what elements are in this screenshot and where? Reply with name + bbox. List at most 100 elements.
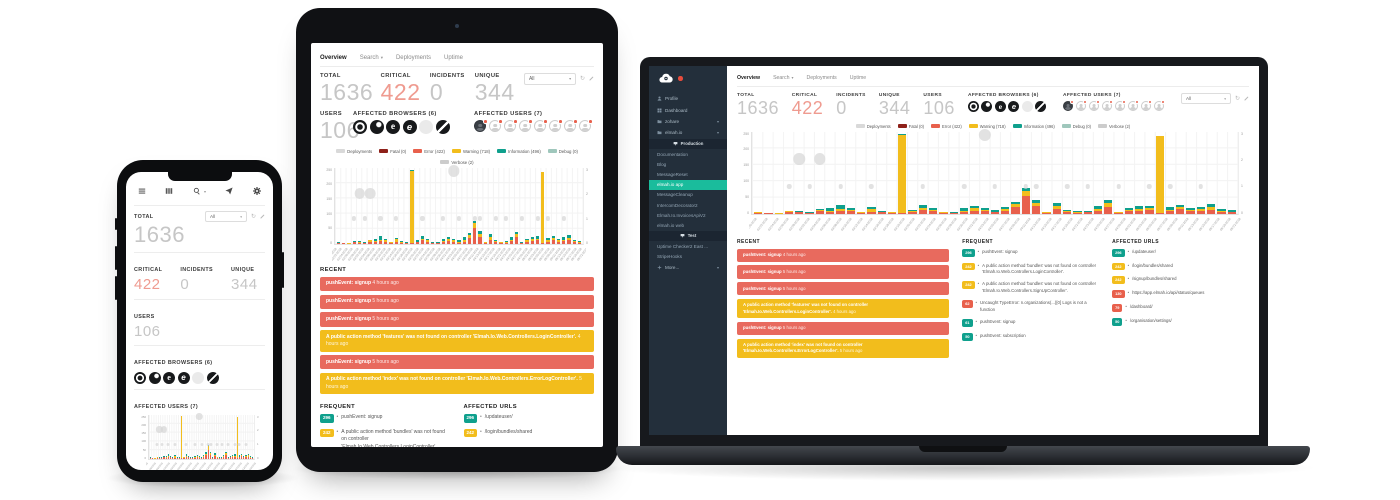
affected-user-avatar[interactable] bbox=[549, 118, 563, 133]
recent-log-item[interactable]: pushEvent: signup 5 hours ago bbox=[737, 321, 950, 335]
affected-user-avatar[interactable] bbox=[1153, 99, 1166, 111]
legend-item-warning-718[interactable]: Warning (718) bbox=[968, 124, 1006, 129]
ie-browser-icon[interactable] bbox=[994, 101, 1006, 112]
sidebar-item-uptime-checker2-east[interactable]: Uptime Checker2 East ... bbox=[649, 241, 727, 251]
recent-log-item[interactable]: A public action method 'index' was not f… bbox=[320, 372, 594, 395]
safari-browser-icon[interactable] bbox=[1021, 101, 1033, 112]
sidebar-item-profile[interactable]: Profile bbox=[649, 93, 727, 104]
tab-uptime[interactable]: Uptime bbox=[849, 75, 867, 81]
frequent-item[interactable]: 62 • Uncaught TypeError: n.organizations(.… bbox=[962, 300, 1099, 313]
apps-icon[interactable] bbox=[165, 187, 173, 195]
sidebar-logo[interactable] bbox=[649, 66, 727, 93]
legend-item-deployments[interactable]: Deployments bbox=[855, 124, 891, 129]
settings-gear-icon[interactable] bbox=[252, 187, 261, 195]
edge-browser-icon[interactable] bbox=[1008, 101, 1020, 112]
errors-chart[interactable]: 250 200 150 100 50 0 3 2 1 0 02/20/2018 02/26/2018 0… bbox=[134, 413, 265, 470]
legend-item-debug-0[interactable]: Debug (0) bbox=[1061, 124, 1091, 129]
recent-log-item[interactable]: pushEvent: signup 4 hours ago bbox=[320, 276, 594, 292]
safari-browser-icon[interactable] bbox=[419, 120, 433, 135]
tab-deployments[interactable]: Deployments bbox=[806, 75, 837, 81]
legend-item-information-496[interactable]: Information (496) bbox=[1012, 124, 1055, 129]
legend-item-fatal-0[interactable]: Fatal (0) bbox=[897, 124, 924, 129]
tab-overview[interactable]: Overview bbox=[737, 75, 761, 81]
recent-log-item[interactable]: A public action method 'index' was not f… bbox=[737, 338, 950, 358]
legend-item-deployments[interactable]: Deployments bbox=[336, 149, 372, 154]
menu-icon[interactable] bbox=[138, 187, 146, 195]
ie-browser-icon[interactable] bbox=[163, 371, 175, 384]
legend-item-debug-0[interactable]: Debug (0) bbox=[547, 149, 578, 154]
recent-log-item[interactable]: pushEvent: signup 5 hours ago bbox=[320, 355, 594, 370]
search-icon[interactable]: ▾ bbox=[193, 187, 206, 195]
recent-log-item[interactable]: pushEvent: signup 5 hours ago bbox=[320, 312, 594, 327]
recent-log-item[interactable]: A public action method 'features' was no… bbox=[320, 330, 594, 352]
edit-icon[interactable] bbox=[260, 214, 265, 219]
sidebar-item-intercomdecorator2[interactable]: IntercomDecorator2 bbox=[649, 200, 727, 210]
recent-log-item[interactable]: A public action method 'features' was no… bbox=[737, 298, 950, 319]
recent-log-item[interactable]: pushEvent: signup 5 hours ago bbox=[737, 265, 950, 279]
chrome-browser-icon[interactable] bbox=[134, 371, 146, 384]
legend-item-fatal-0[interactable]: Fatal (0) bbox=[379, 149, 406, 154]
affected-urls-item[interactable]: 242 •/login/bundles/shared bbox=[1112, 262, 1249, 271]
sidebar-item-test[interactable]: Test bbox=[649, 230, 727, 242]
frequent-item[interactable]: 50 • pushEvent: subscription bbox=[962, 332, 1099, 341]
affected-user-avatar[interactable] bbox=[1127, 99, 1140, 111]
firefox-browser-icon[interactable] bbox=[148, 371, 161, 384]
frequent-item[interactable]: 242 • A public action method 'bundles' was… bbox=[962, 262, 1099, 276]
tab-uptime[interactable]: Uptime bbox=[443, 55, 463, 61]
affected-urls-item[interactable]: 242 •/signup/bundles/shared bbox=[1112, 276, 1249, 285]
sidebar-item-elmah-io-web[interactable]: elmah.io web bbox=[649, 220, 727, 230]
affected-user-avatar[interactable] bbox=[579, 118, 593, 133]
sidebar-item-elmah-io-app[interactable]: elmah.io app bbox=[649, 179, 727, 190]
affected-user-avatar[interactable] bbox=[1075, 99, 1088, 111]
blocked-browser-icon[interactable] bbox=[435, 120, 450, 135]
sidebar-item-elmah-io-invoicesapiv2[interactable]: Elmah.Io.InvoicesApiV2 bbox=[649, 210, 727, 220]
errors-chart[interactable]: 250 200 150 100 50 0 3 2 1 0 02/20/2018 02/22/2018 0… bbox=[737, 128, 1249, 231]
log-filter-select[interactable]: All ▾ bbox=[1180, 93, 1231, 104]
sidebar-item-elmah-io[interactable]: elmah.io ▾ bbox=[649, 127, 727, 138]
legend-item-warning-718[interactable]: Warning (718) bbox=[451, 149, 490, 154]
errors-chart[interactable]: 250 200 150 100 50 0 3 2 1 0 02/20/2018 02/22/2018 0… bbox=[320, 165, 594, 261]
frequent-item[interactable]: 61 • pushEvent: signup bbox=[962, 319, 1099, 327]
affected-user-avatar[interactable] bbox=[519, 118, 533, 133]
sidebar-item-messagecleanup[interactable]: MessageCleanup bbox=[649, 190, 727, 200]
sidebar-item-more[interactable]: More... ▾ bbox=[649, 262, 727, 273]
affected-urls-item[interactable]: 130 • https://app.elmah.io/api/status/queu… bbox=[1112, 290, 1249, 298]
frequent-item[interactable]: 296 • pushEvent: signup bbox=[962, 248, 1099, 257]
legend-item-information-496[interactable]: Information (496) bbox=[497, 149, 541, 154]
frequent-item[interactable]: 242 • A public action method 'bundles' was… bbox=[962, 281, 1099, 294]
affected-user-avatar[interactable] bbox=[1088, 99, 1101, 111]
edit-icon[interactable] bbox=[1244, 96, 1249, 101]
recent-log-item[interactable]: pushEvent: signup 5 hours ago bbox=[320, 294, 594, 309]
frequent-item[interactable]: 296 • pushEvent: signup bbox=[320, 413, 451, 423]
edit-icon[interactable] bbox=[589, 76, 594, 82]
frequent-item[interactable]: 242 • A public action method 'bundles' was… bbox=[320, 428, 451, 447]
recent-log-item[interactable]: pushEvent: signup 4 hours ago bbox=[737, 248, 950, 262]
affected-urls-item[interactable]: 242 •/login/bundles/shared bbox=[463, 428, 595, 438]
blocked-browser-icon[interactable] bbox=[1035, 101, 1047, 112]
affected-urls-item[interactable]: 79 •/dashboard/ bbox=[1112, 303, 1249, 312]
legend-item-error-422[interactable]: Error (422) bbox=[413, 149, 445, 154]
affected-user-avatar[interactable] bbox=[1101, 99, 1114, 111]
sidebar-item-dashboard[interactable]: Dashboard bbox=[649, 104, 727, 115]
tab-search[interactable]: Search ▾ bbox=[773, 75, 793, 81]
sidebar-item-messagereset[interactable]: MessageReset bbox=[649, 169, 727, 179]
sidebar-item-blog[interactable]: Blog bbox=[649, 159, 727, 169]
affected-urls-item[interactable]: 296 •/updateuser/ bbox=[1112, 248, 1249, 257]
sidebar-item-documentation[interactable]: Documentation bbox=[649, 149, 727, 159]
log-filter-select[interactable]: All ▾ bbox=[523, 73, 576, 85]
affected-user-avatar[interactable] bbox=[534, 118, 548, 133]
legend-item-error-422[interactable]: Error (422) bbox=[930, 124, 962, 129]
affected-urls-item[interactable]: 50 •/organisation/settings/ bbox=[1112, 317, 1249, 326]
affected-urls-item[interactable]: 296 •/updateuser/ bbox=[463, 413, 595, 423]
affected-user-avatar[interactable] bbox=[564, 118, 578, 133]
sidebar-item-stripehooks[interactable]: StripeHooks bbox=[649, 251, 727, 261]
affected-user-avatar[interactable] bbox=[474, 118, 488, 133]
sidebar-item-zohare[interactable]: zohare ▾ bbox=[649, 116, 727, 127]
firefox-browser-icon[interactable] bbox=[369, 120, 384, 135]
legend-item-verbose-2[interactable]: Verbose (2) bbox=[1097, 124, 1130, 129]
tab-deployments[interactable]: Deployments bbox=[395, 55, 431, 61]
safari-browser-icon[interactable] bbox=[192, 371, 204, 384]
edge-browser-icon[interactable] bbox=[402, 120, 417, 135]
log-filter-select[interactable]: All ▾ bbox=[204, 211, 247, 222]
refresh-icon[interactable]: ↻ bbox=[250, 213, 256, 220]
